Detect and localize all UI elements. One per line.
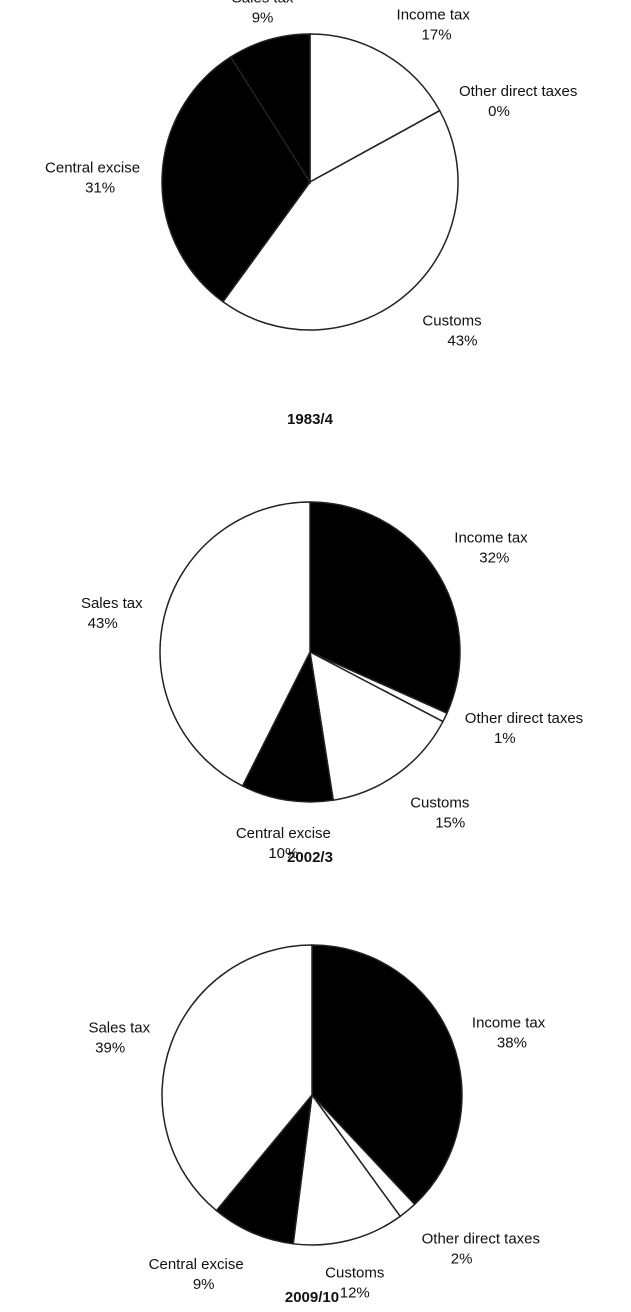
slice-value-label: 43% <box>447 332 477 349</box>
pie-slice <box>241 649 335 803</box>
slice-value-label: 12% <box>340 1285 370 1302</box>
slice-label: Customs <box>410 795 469 812</box>
slice-value-label: 31% <box>85 180 115 197</box>
pie-slice <box>229 33 311 185</box>
slice-value-label: 15% <box>435 815 465 832</box>
slice-label: Sales tax <box>88 1020 150 1037</box>
slice-value-label: 10% <box>268 845 298 862</box>
slice-value-label: 39% <box>95 1040 125 1057</box>
pie-slice <box>161 56 311 303</box>
chart-title: 2002/3 <box>287 849 333 866</box>
slice-label: Sales tax <box>232 0 294 7</box>
slice-label: Other direct taxes <box>465 710 583 727</box>
slice-label: Central excise <box>149 1256 244 1273</box>
chart-title: 2009/10 <box>285 1289 339 1306</box>
slice-value-label: 1% <box>494 730 516 747</box>
slice-label: Other direct taxes <box>459 83 577 100</box>
slice-value-label: 43% <box>88 615 118 632</box>
slice-label: Central excise <box>45 160 140 177</box>
pie-slice <box>309 33 441 184</box>
slice-value-label: 9% <box>193 1276 215 1293</box>
slice-label: Income tax <box>454 529 528 546</box>
slice-value-label: 9% <box>252 10 274 27</box>
pie-slice <box>215 1092 314 1245</box>
slice-value-label: 0% <box>488 103 510 120</box>
pie-slice <box>221 109 459 331</box>
pie-slice <box>292 1093 402 1246</box>
slice-label: Other direct taxes <box>422 1230 540 1247</box>
slice-label: Central excise <box>236 825 331 842</box>
chart-title: 1983/4 <box>287 411 334 428</box>
pie-slice <box>309 650 444 802</box>
slice-label: Income tax <box>397 7 471 24</box>
pie-slice <box>311 944 463 1206</box>
pie-slice <box>159 501 311 787</box>
slice-value-label: 2% <box>451 1250 473 1267</box>
pie-slice <box>309 501 461 715</box>
slice-value-label: 32% <box>479 549 509 566</box>
slice-value-label: 17% <box>422 27 452 44</box>
slice-label: Customs <box>325 1265 384 1282</box>
slice-label: Income tax <box>472 1015 546 1032</box>
slice-label: Customs <box>422 312 481 329</box>
slice-label: Sales tax <box>81 595 143 612</box>
slice-value-label: 38% <box>497 1035 527 1052</box>
pie-slice <box>161 944 313 1212</box>
